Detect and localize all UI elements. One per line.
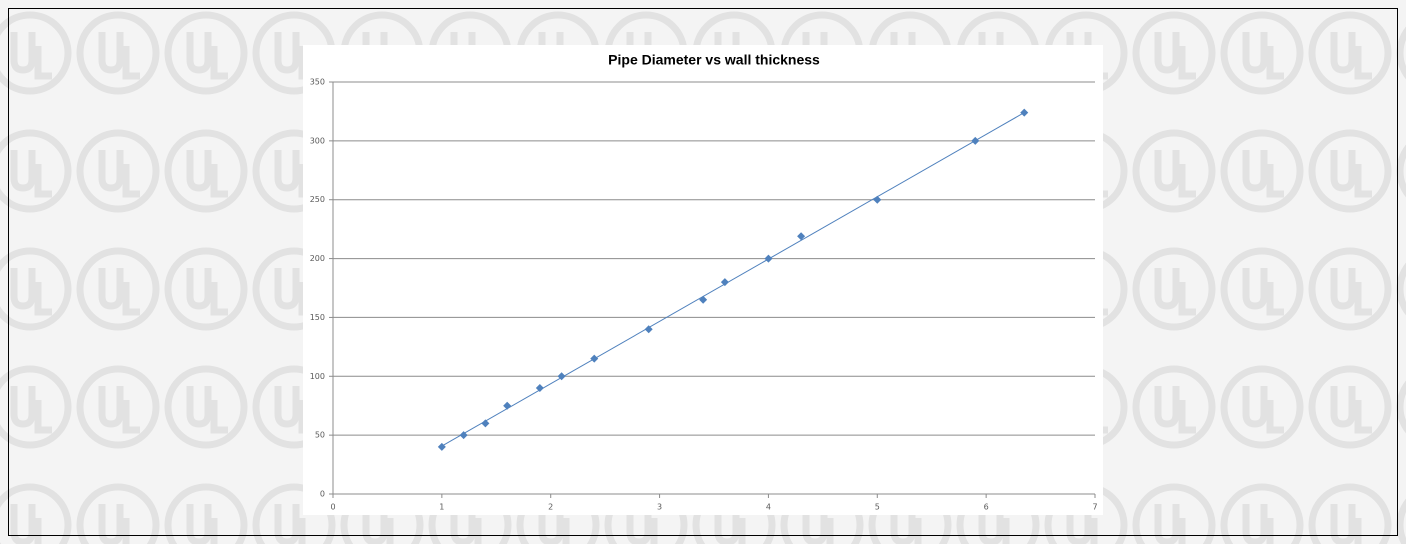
data-point — [644, 325, 653, 334]
x-tick-label: 4 — [766, 503, 771, 512]
data-point — [459, 431, 468, 440]
data-point — [535, 384, 544, 393]
x-tick-label: 7 — [1092, 503, 1097, 512]
plot-area: 0 50 100 150 200 250 300 350 0 1 2 3 4 5 6 7 — [310, 78, 1098, 512]
data-point — [1020, 108, 1029, 117]
data-point — [557, 372, 566, 381]
y-tick-label: 50 — [315, 431, 325, 440]
data-point — [437, 442, 446, 451]
y-tick-label: 350 — [310, 78, 325, 87]
plot-background — [303, 45, 1103, 515]
data-point — [720, 278, 729, 287]
x-tick-label: 5 — [875, 503, 880, 512]
y-tick-label: 100 — [310, 372, 325, 381]
y-tick-label: 200 — [310, 254, 325, 263]
data-point — [764, 254, 773, 263]
data-point — [503, 401, 512, 410]
data-point — [481, 419, 490, 428]
y-tick-label: 150 — [310, 313, 325, 322]
chart-title: Pipe Diameter vs wall thickness — [608, 52, 820, 68]
y-tick-label: 250 — [310, 195, 325, 204]
data-point — [873, 195, 882, 204]
x-tick-label: 6 — [984, 503, 989, 512]
y-tick-label: 0 — [320, 490, 325, 499]
data-point — [797, 232, 806, 241]
x-tick-label: 2 — [548, 503, 553, 512]
data-point — [971, 136, 980, 145]
data-point — [699, 295, 708, 304]
y-tick-label: 300 — [310, 136, 325, 145]
x-tick-label: 3 — [657, 503, 662, 512]
data-point — [590, 354, 599, 363]
x-tick-label: 0 — [330, 503, 335, 512]
frame — [8, 8, 1398, 536]
x-tick-label: 1 — [439, 503, 444, 512]
